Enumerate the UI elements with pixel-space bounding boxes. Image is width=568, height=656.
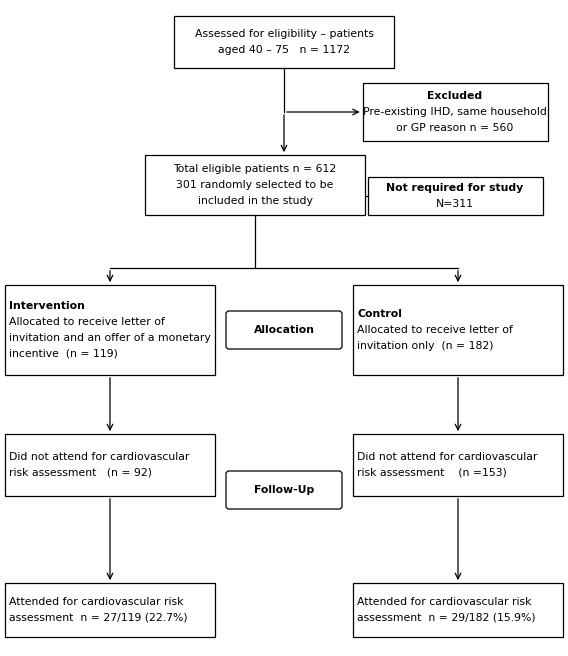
Text: Total eligible patients n = 612: Total eligible patients n = 612 [173,164,337,174]
Text: Allocated to receive letter of: Allocated to receive letter of [357,325,513,335]
Text: Control: Control [357,309,402,319]
FancyBboxPatch shape [5,583,215,637]
Text: Allocated to receive letter of: Allocated to receive letter of [9,317,165,327]
Text: invitation and an offer of a monetary: invitation and an offer of a monetary [9,333,211,343]
Text: Did not attend for cardiovascular: Did not attend for cardiovascular [357,452,537,462]
Text: incentive  (n = 119): incentive (n = 119) [9,348,118,359]
Text: risk assessment    (n =153): risk assessment (n =153) [357,468,507,478]
Text: assessment  n = 27/119 (22.7%): assessment n = 27/119 (22.7%) [9,613,187,623]
Text: or GP reason n = 560: or GP reason n = 560 [396,123,513,133]
FancyBboxPatch shape [362,83,548,141]
Text: Attended for cardiovascular risk: Attended for cardiovascular risk [9,597,183,607]
FancyBboxPatch shape [353,434,563,496]
Text: Excluded: Excluded [428,91,483,101]
Text: Follow-Up: Follow-Up [254,485,314,495]
FancyBboxPatch shape [226,471,342,509]
Text: Did not attend for cardiovascular: Did not attend for cardiovascular [9,452,189,462]
FancyBboxPatch shape [367,177,542,215]
Text: 301 randomly selected to be: 301 randomly selected to be [176,180,333,190]
Text: risk assessment   (n = 92): risk assessment (n = 92) [9,468,152,478]
Text: Intervention: Intervention [9,302,85,312]
Text: Attended for cardiovascular risk: Attended for cardiovascular risk [357,597,532,607]
Text: assessment  n = 29/182 (15.9%): assessment n = 29/182 (15.9%) [357,613,536,623]
Text: included in the study: included in the study [198,195,312,206]
FancyBboxPatch shape [174,16,394,68]
Text: invitation only  (n = 182): invitation only (n = 182) [357,340,494,351]
Text: aged 40 – 75   n = 1172: aged 40 – 75 n = 1172 [218,45,350,55]
FancyBboxPatch shape [226,311,342,349]
Text: Allocation: Allocation [253,325,315,335]
FancyBboxPatch shape [5,434,215,496]
Text: Not required for study: Not required for study [386,183,524,193]
FancyBboxPatch shape [353,285,563,375]
FancyBboxPatch shape [353,583,563,637]
Text: Pre-existing IHD, same household: Pre-existing IHD, same household [363,107,547,117]
FancyBboxPatch shape [5,285,215,375]
FancyBboxPatch shape [145,155,365,215]
Text: N=311: N=311 [436,199,474,209]
Text: Assessed for eligibility – patients: Assessed for eligibility – patients [195,29,373,39]
